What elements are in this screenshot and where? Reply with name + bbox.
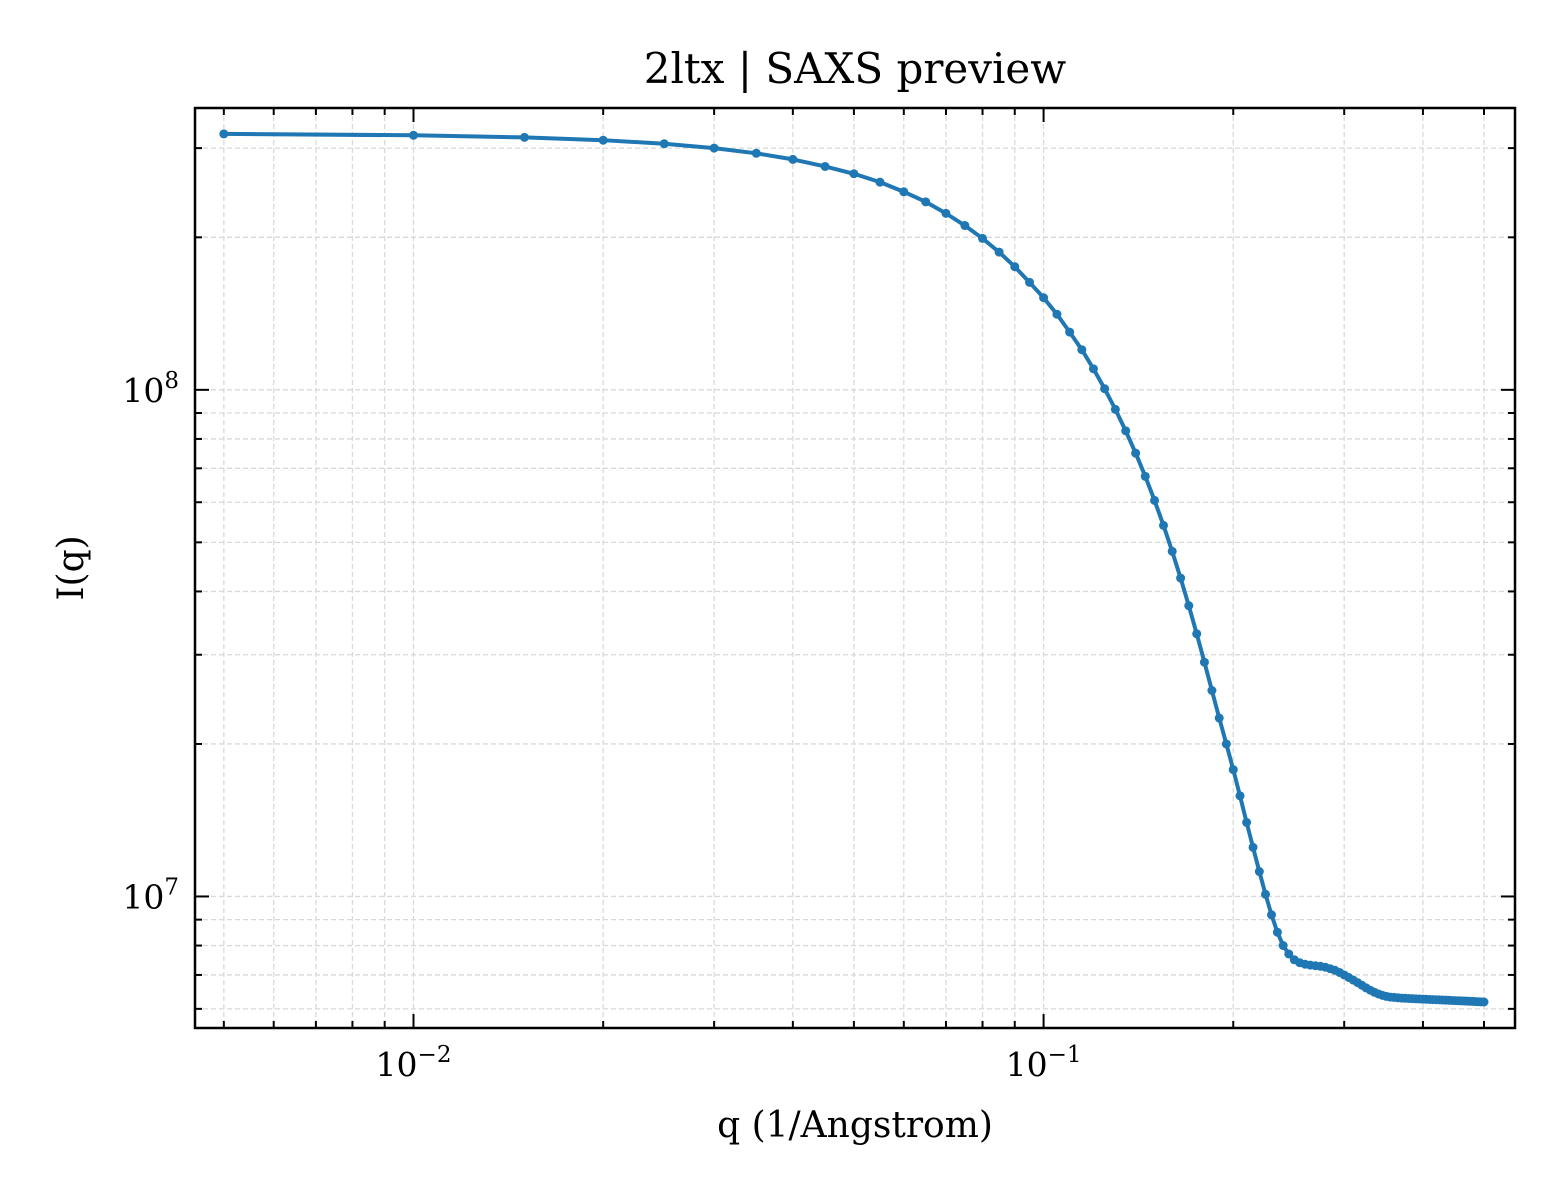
data-point [709, 143, 719, 153]
data-point [994, 247, 1004, 257]
data-point [1159, 520, 1169, 530]
data-point [1184, 601, 1194, 611]
data-point [1140, 471, 1150, 481]
data-point [1228, 765, 1238, 775]
data-point [978, 233, 988, 243]
data-point [899, 187, 909, 197]
data-point [875, 177, 885, 187]
x-tick-label-exponent: −1 [1048, 1042, 1082, 1068]
data-point [1254, 867, 1264, 877]
data-point [1039, 293, 1049, 303]
data-point [921, 197, 931, 207]
data-point [598, 135, 608, 145]
data-point [960, 221, 970, 231]
x-tick-label: 10−1 [1006, 1042, 1082, 1084]
data-series [219, 129, 1489, 1007]
y-tick-label-base: 10 [122, 371, 164, 410]
data-point [1214, 713, 1224, 723]
chart-title: 2ltx | SAXS preview [644, 44, 1067, 93]
x-tick-label-base: 10 [376, 1045, 418, 1084]
data-point [1266, 910, 1276, 920]
y-tick-label: 108 [122, 368, 179, 410]
data-point [1110, 404, 1120, 414]
data-point [1272, 927, 1282, 937]
data-point [1052, 309, 1062, 319]
y-tick-label-base: 10 [122, 877, 164, 916]
data-point [659, 139, 669, 149]
y-tick-label-exponent: 7 [164, 874, 179, 900]
x-tick-label-base: 10 [1006, 1045, 1048, 1084]
data-point [1248, 842, 1258, 852]
data-point [751, 148, 761, 158]
data-point [219, 129, 229, 139]
data-point [849, 169, 859, 179]
y-axis-label: I(q) [51, 535, 92, 600]
data-point [1192, 629, 1202, 639]
data-point [941, 208, 951, 218]
x-tick-labels: 10−2 10−1 [376, 1042, 1082, 1084]
data-point [1176, 573, 1186, 583]
data-point [1088, 364, 1098, 374]
data-point [1278, 941, 1288, 951]
data-point [1199, 657, 1209, 667]
data-point [519, 132, 529, 142]
axis-ticks [195, 108, 1515, 1028]
data-point [1207, 685, 1217, 695]
data-point [1235, 791, 1245, 801]
data-point [1242, 817, 1252, 827]
data-point [1131, 448, 1141, 458]
data-point [820, 161, 830, 171]
data-point [1065, 327, 1075, 337]
x-axis-label: q (1/Angstrom) [717, 1105, 993, 1146]
data-point [1121, 426, 1131, 436]
data-point [1150, 495, 1160, 505]
data-point [409, 130, 419, 140]
data-point [1479, 997, 1489, 1007]
data-point [1100, 384, 1110, 394]
x-tick-label: 10−2 [376, 1042, 452, 1084]
data-point [1284, 949, 1294, 959]
data-point [1077, 345, 1087, 355]
x-tick-label-exponent: −2 [418, 1042, 452, 1068]
data-point [1167, 546, 1177, 556]
data-point [1260, 889, 1270, 899]
axes-frame [193, 106, 1517, 1030]
data-point [1010, 262, 1020, 272]
grid-lines [195, 108, 1515, 1028]
data-point [1221, 739, 1231, 749]
data-point [1025, 277, 1035, 287]
data-point [788, 154, 798, 164]
plot-area [193, 106, 1517, 1030]
y-tick-label: 107 [122, 874, 179, 916]
y-tick-label-exponent: 8 [164, 368, 179, 394]
